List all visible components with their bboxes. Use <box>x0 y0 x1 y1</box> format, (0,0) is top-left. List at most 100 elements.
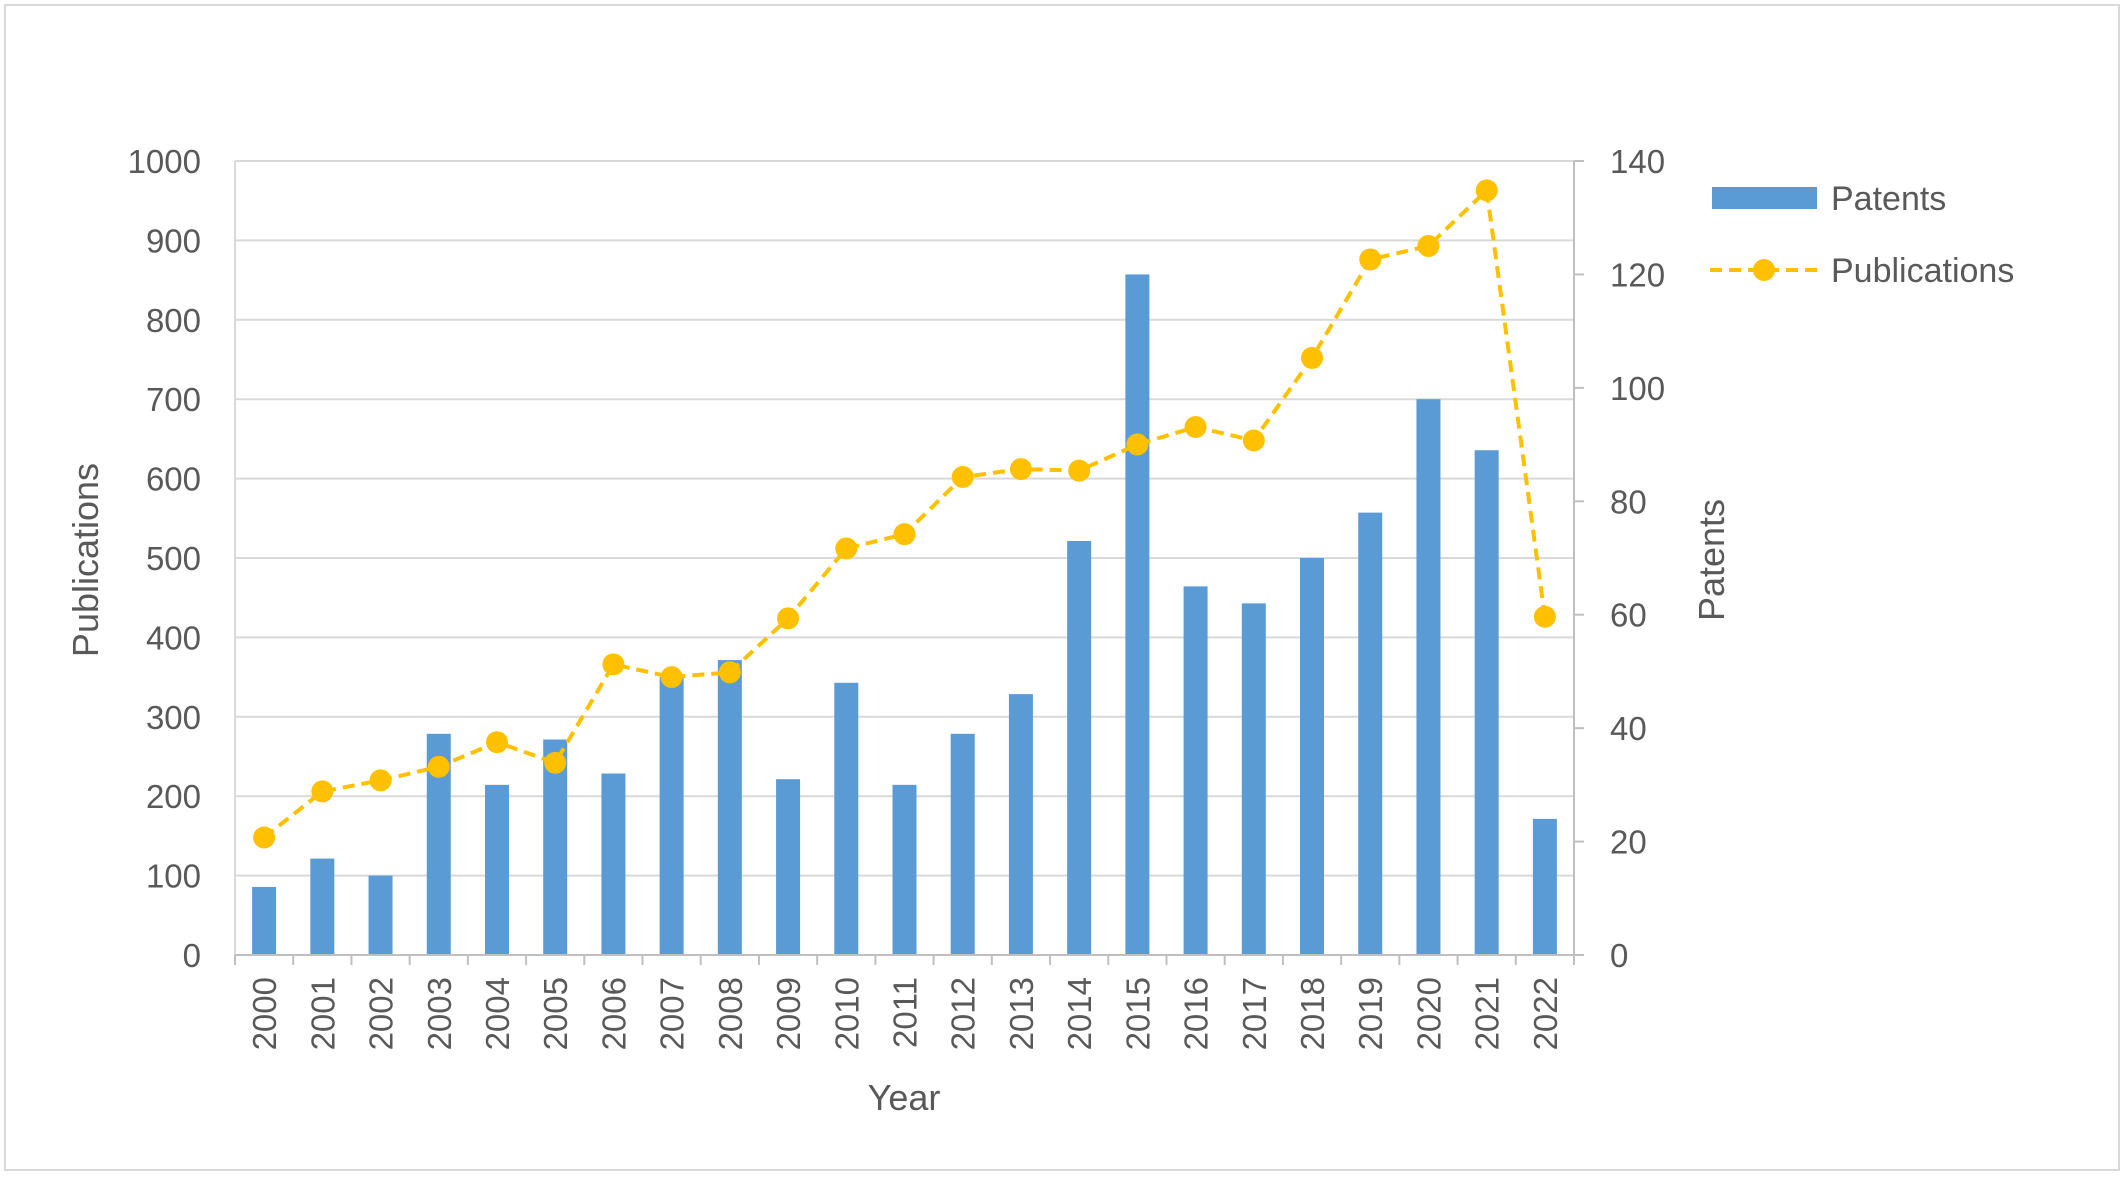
y-tick-label-right: 20 <box>1610 824 1647 861</box>
x-tick-label: 2018 <box>1294 977 1331 1050</box>
legend: Patents Publications <box>1710 180 2014 290</box>
bar-patents <box>310 858 335 955</box>
x-tick-label: 2005 <box>537 977 574 1050</box>
x-tick-label: 2019 <box>1352 977 1389 1050</box>
y-tick-label-left: 600 <box>146 461 201 498</box>
bar-patents <box>252 886 277 955</box>
bar-patents <box>1532 818 1557 955</box>
x-tick-label: 2015 <box>1119 977 1156 1050</box>
bar-patents <box>1300 558 1325 955</box>
y-tick-label-left: 100 <box>146 858 201 895</box>
legend-publications-label: Publications <box>1831 252 2014 290</box>
x-tick-label: 2010 <box>828 977 865 1050</box>
point-publications <box>951 466 974 489</box>
point-publications <box>427 755 450 778</box>
bar-patents <box>1125 274 1150 955</box>
y-tick-label-left: 0 <box>183 937 201 974</box>
x-tick-label: 2014 <box>1061 977 1098 1050</box>
legend-patents-label: Patents <box>1831 180 1946 218</box>
y-tick-label-left: 200 <box>146 778 201 815</box>
y-tick-label-right: 60 <box>1610 597 1647 634</box>
legend-patents-swatch <box>1712 187 1817 209</box>
x-tick-label: 2017 <box>1236 977 1273 1050</box>
y-tick-label-right: 0 <box>1610 937 1628 974</box>
axes: 0 100 200 300 400 500 600 700 800 900 1000 0 20 40 60 8… <box>128 143 1665 1050</box>
y-tick-label-right: 80 <box>1610 483 1647 520</box>
y-tick-label-right: 100 <box>1610 370 1665 407</box>
point-publications <box>835 537 858 560</box>
y-tick-label-left: 700 <box>146 381 201 418</box>
y-tick-label-right: 120 <box>1610 256 1665 293</box>
bar-patents <box>1183 586 1208 955</box>
point-publications <box>1242 429 1265 452</box>
x-tick-label: 2012 <box>945 977 982 1050</box>
bar-patents <box>950 733 975 955</box>
x-tick-label: 2000 <box>246 977 283 1050</box>
bar-patents <box>543 739 568 955</box>
point-publications <box>893 523 916 546</box>
point-publications <box>777 607 800 630</box>
point-publications <box>1359 248 1382 271</box>
y-axis-title-left: Publications <box>65 463 106 657</box>
point-publications <box>1475 179 1498 202</box>
x-tick-label: 2003 <box>421 977 458 1050</box>
y-axis-title-right: Patents <box>1691 499 1732 621</box>
point-publications <box>253 826 276 849</box>
x-tick-label: 2001 <box>304 977 341 1050</box>
x-tick-label: 2013 <box>1003 977 1040 1050</box>
bar-patents <box>776 779 801 955</box>
bar-patents <box>1008 694 1033 955</box>
y-tick-label-left: 800 <box>146 302 201 339</box>
bar-patents <box>834 682 859 955</box>
bar-patents <box>368 875 393 955</box>
y-tick-label-left: 1000 <box>128 143 201 180</box>
point-publications <box>718 661 741 684</box>
point-publications <box>1417 234 1440 257</box>
y-tick-label-right: 40 <box>1610 710 1647 747</box>
legend-publications-marker <box>1753 259 1775 281</box>
bar-patents <box>1474 450 1499 955</box>
point-publications <box>1184 415 1207 438</box>
x-tick-label: 2021 <box>1469 977 1506 1050</box>
point-publications <box>1301 346 1324 369</box>
point-publications <box>369 769 392 792</box>
y-tick-label-left: 400 <box>146 619 201 656</box>
point-publications <box>1009 458 1032 481</box>
point-publications <box>485 731 508 754</box>
bar-patents <box>717 660 742 955</box>
x-tick-label: 2002 <box>363 977 400 1050</box>
x-tick-label: 2006 <box>595 977 632 1050</box>
x-axis-title: Year <box>868 1077 941 1118</box>
x-tick-label: 2011 <box>887 977 924 1048</box>
y-tick-label-right: 140 <box>1610 143 1665 180</box>
patents-bars <box>252 274 1557 955</box>
y-tick-label-left: 900 <box>146 222 201 259</box>
line-publications <box>262 186 1547 840</box>
x-tick-label: 2022 <box>1527 977 1564 1050</box>
bar-patents <box>1416 399 1441 955</box>
x-tick-label: 2016 <box>1178 977 1215 1050</box>
x-tick-label: 2020 <box>1410 977 1447 1050</box>
y-tick-label-left: 300 <box>146 699 201 736</box>
bar-patents <box>1358 512 1383 955</box>
bar-patents <box>892 784 917 955</box>
bar-patents <box>484 784 509 955</box>
bar-patents <box>1067 540 1092 955</box>
point-publications <box>660 666 683 689</box>
point-publications <box>1533 605 1556 628</box>
publications-line <box>253 179 1556 849</box>
bar-patents <box>601 773 626 955</box>
point-publications <box>602 653 625 676</box>
point-publications <box>311 780 334 803</box>
bar-patents <box>1241 603 1266 955</box>
bar-patents <box>659 677 684 955</box>
x-tick-label: 2009 <box>770 977 807 1050</box>
point-publications <box>544 751 567 774</box>
x-tick-label: 2004 <box>479 977 516 1050</box>
point-publications <box>1126 433 1149 456</box>
x-tick-label: 2007 <box>654 977 691 1050</box>
y-tick-label-left: 500 <box>146 540 201 577</box>
point-publications <box>1068 459 1091 482</box>
x-tick-label: 2008 <box>712 977 749 1050</box>
